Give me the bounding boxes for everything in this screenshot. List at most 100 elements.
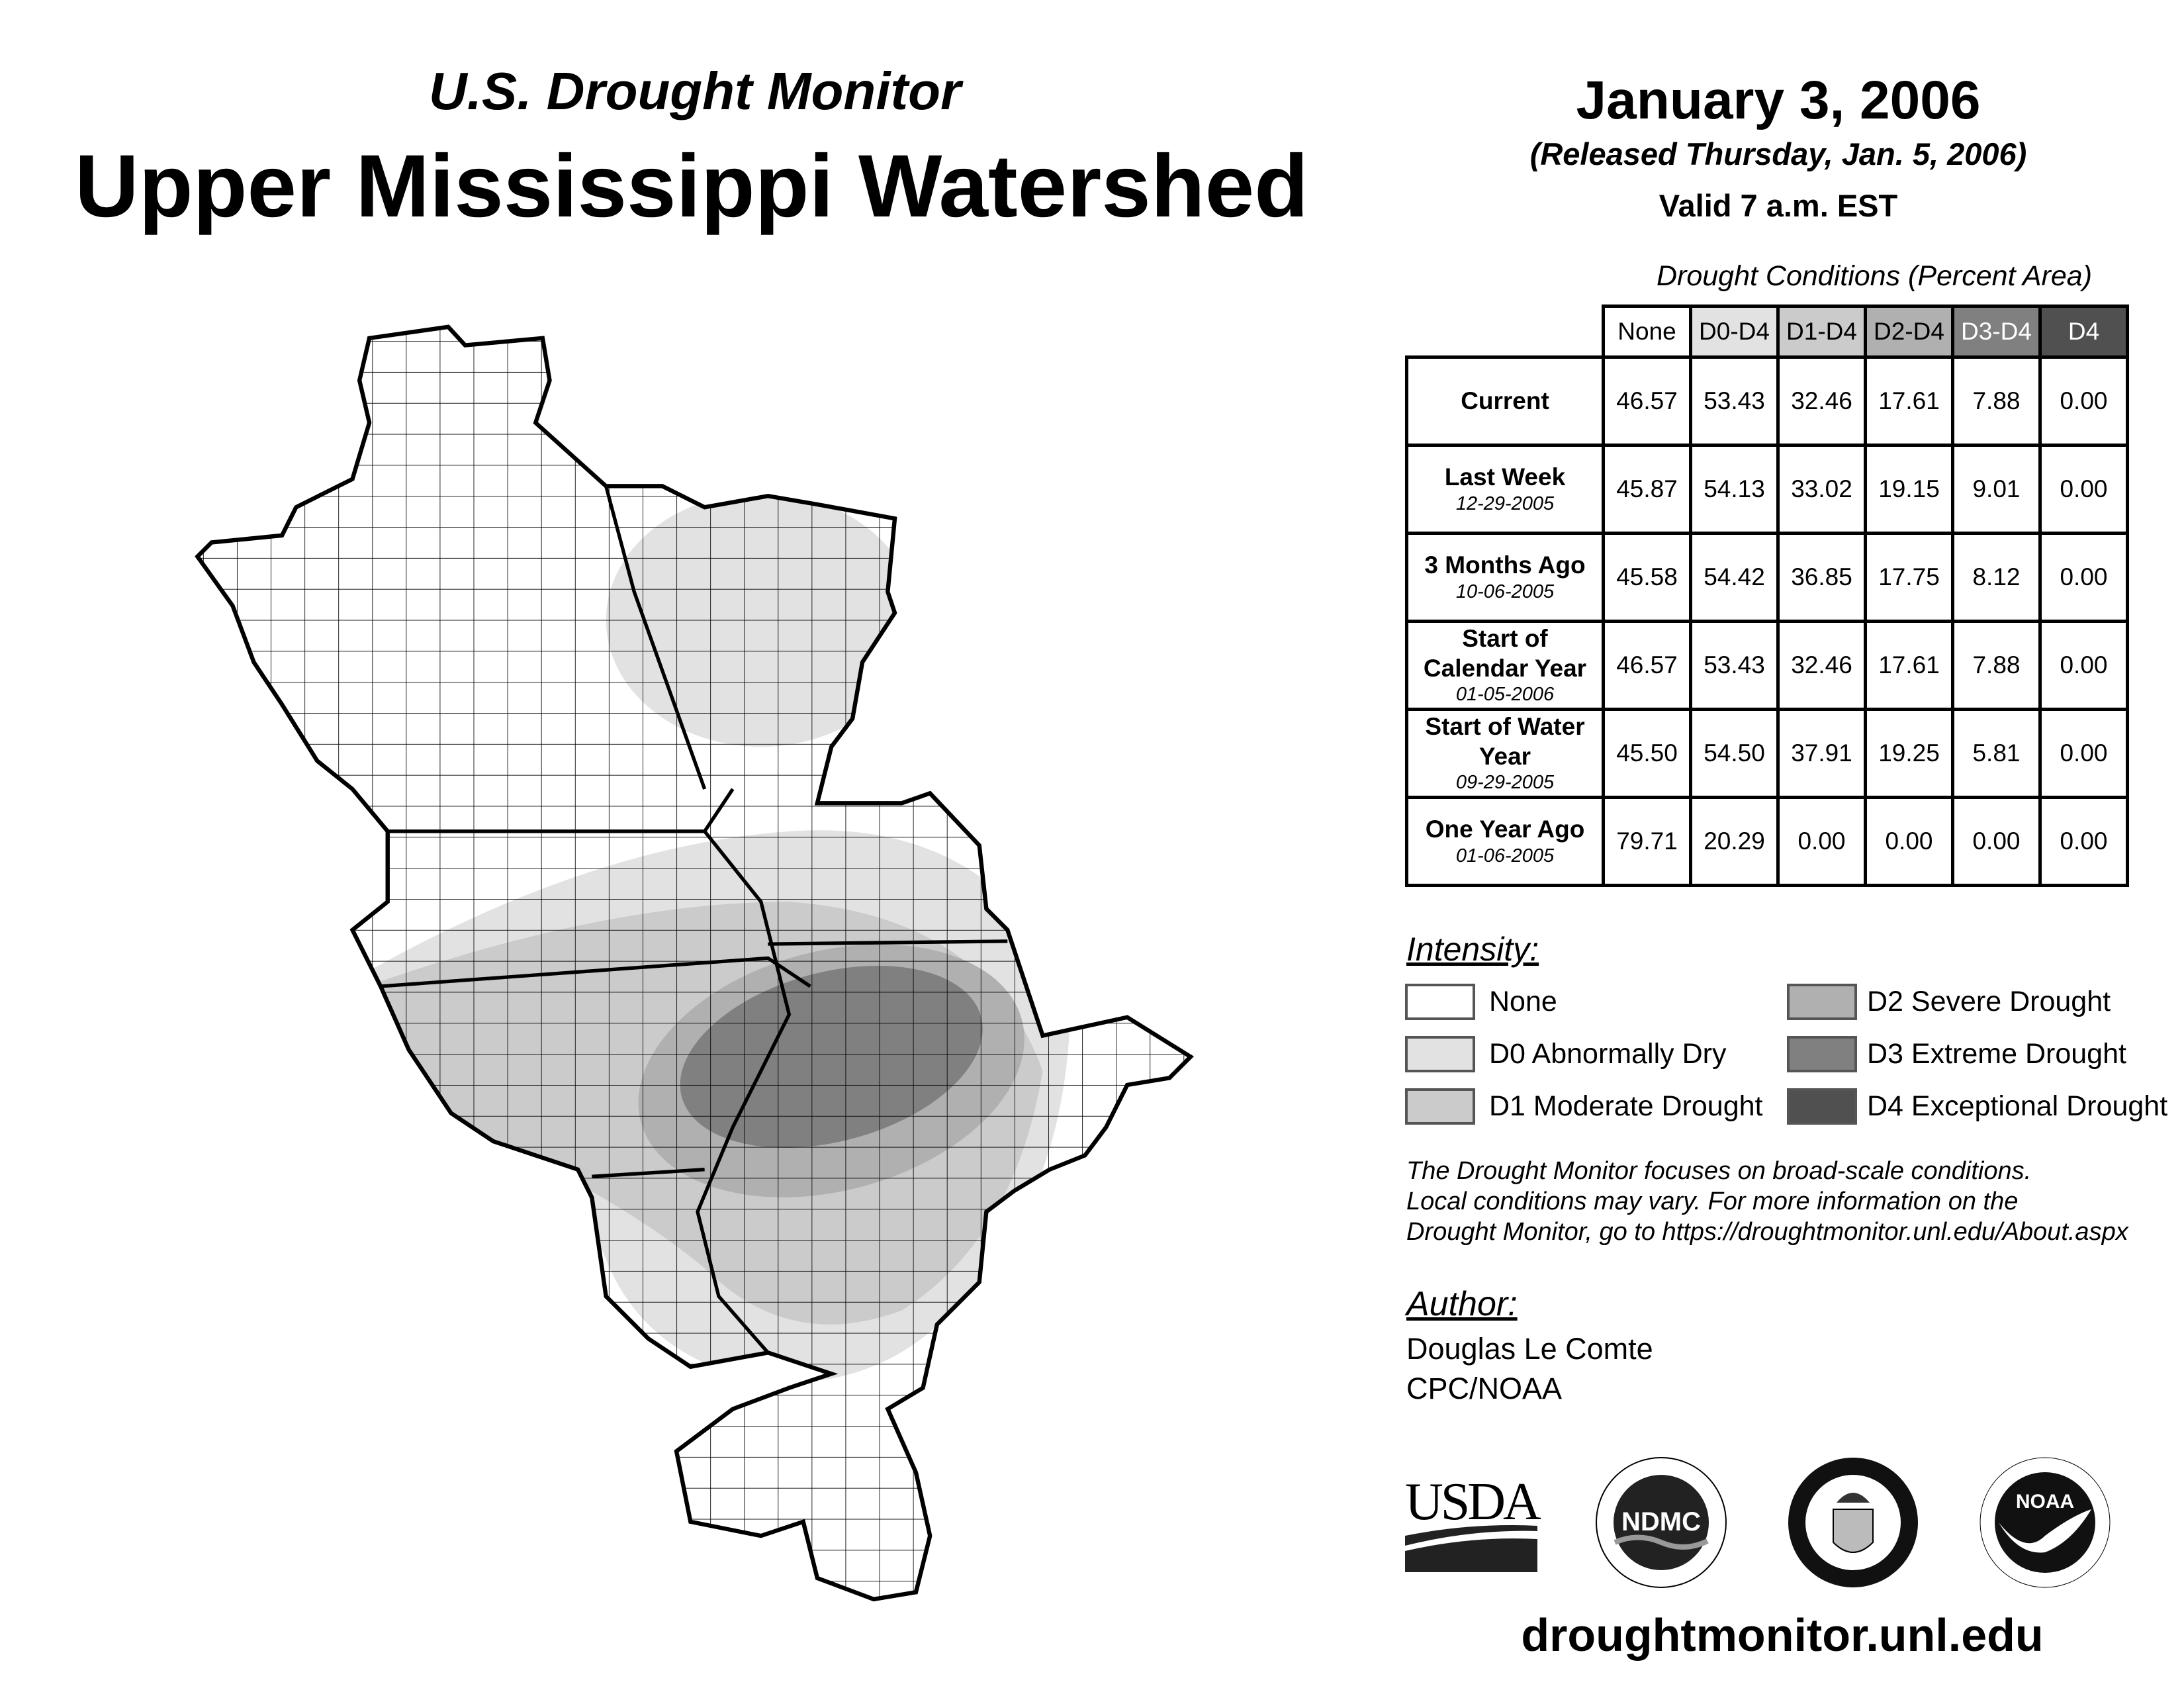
table-cell: 0.00 bbox=[1951, 796, 2042, 887]
table-row: Last Week 12-29-2005 45.87 54.13 33.02 19.15 9… bbox=[1405, 444, 2129, 535]
commerce-logo bbox=[1788, 1458, 1918, 1587]
row-label-text: Last Week bbox=[1444, 463, 1566, 491]
table-cell: 33.02 bbox=[1776, 444, 1867, 535]
table-cell: 36.85 bbox=[1776, 532, 1867, 623]
table-row: Start of Calendar Year 01-05-2006 46.57 53.… bbox=[1405, 620, 2129, 711]
table-cell: 37.91 bbox=[1776, 708, 1867, 799]
website-link[interactable]: droughtmonitor.unl.edu bbox=[1521, 1609, 2044, 1661]
table-cell: 45.87 bbox=[1602, 444, 1692, 535]
table-cell: 46.57 bbox=[1602, 355, 1692, 447]
table-cell: 79.71 bbox=[1602, 796, 1692, 887]
row-label: One Year Ago 01-06-2005 bbox=[1405, 796, 1605, 887]
svg-text:NDMC: NDMC bbox=[1621, 1507, 1701, 1536]
table-cell: 17.61 bbox=[1864, 620, 1954, 711]
table-cell: 20.29 bbox=[1689, 796, 1780, 887]
author-heading: Author: bbox=[1406, 1285, 1518, 1323]
table-header-row: None D0-D4 D1-D4 D2-D4 D3-D4 D4 bbox=[1406, 305, 2129, 359]
table-cell: 0.00 bbox=[2038, 620, 2129, 711]
state-borders bbox=[380, 485, 1008, 1354]
table-row: Current 46.57 53.43 32.46 17.61 7.88 0.00 bbox=[1405, 355, 2129, 447]
table-cell: 54.13 bbox=[1689, 444, 1780, 535]
row-label: Last Week 12-29-2005 bbox=[1405, 444, 1605, 535]
disclaimer-line: Drought Monitor, go to https://droughtmo… bbox=[1406, 1218, 2128, 1246]
table-row: 3 Months Ago 10-06-2005 45.58 54.42 36.85 17.… bbox=[1405, 532, 2129, 623]
legend-label: D2 Severe Drought bbox=[1867, 986, 2111, 1017]
legend-swatch bbox=[1787, 1088, 1857, 1125]
table-cell: 54.50 bbox=[1689, 708, 1780, 799]
table-cell: 45.58 bbox=[1602, 532, 1692, 623]
row-label: 3 Months Ago 10-06-2005 bbox=[1405, 532, 1605, 623]
row-label-text: 3 Months Ago bbox=[1424, 551, 1586, 579]
legend-label: D1 Moderate Drought bbox=[1489, 1090, 1763, 1122]
row-label-text: One Year Ago bbox=[1425, 816, 1585, 843]
row-label-text: Start of Water Year bbox=[1425, 713, 1585, 770]
svg-text:USDA: USDA bbox=[1405, 1473, 1541, 1531]
release-date: (Released Thursday, Jan. 5, 2006) bbox=[1529, 136, 2027, 171]
legend-swatch bbox=[1405, 984, 1475, 1020]
legend-label: D3 Extreme Drought bbox=[1867, 1038, 2126, 1070]
legend-label: D4 Exceptional Drought bbox=[1867, 1090, 2168, 1122]
table-cell: 17.61 bbox=[1864, 355, 1954, 447]
legend-label: None bbox=[1489, 986, 1557, 1017]
table-cell: 45.50 bbox=[1602, 708, 1692, 799]
author-org: CPC/NOAA bbox=[1406, 1372, 1563, 1405]
table-cell: 0.00 bbox=[2038, 444, 2129, 535]
legend-title: Intensity: bbox=[1406, 931, 1539, 968]
legend-swatch bbox=[1405, 1036, 1475, 1072]
row-date: 01-05-2006 bbox=[1455, 683, 1555, 705]
row-label-text: Current bbox=[1461, 387, 1549, 414]
header-blank bbox=[1406, 306, 1604, 359]
legend-label: D0 Abnormally Dry bbox=[1489, 1038, 1727, 1070]
svg-text:NOAA: NOAA bbox=[2016, 1491, 2074, 1513]
disclaimer-line: Local conditions may vary. For more info… bbox=[1406, 1188, 2019, 1215]
author-name: Douglas Le Comte bbox=[1406, 1332, 1653, 1366]
col-d0-d4: D0-D4 bbox=[1689, 305, 1780, 359]
table-cell: 0.00 bbox=[2038, 708, 2129, 799]
table-cell: 32.46 bbox=[1776, 355, 1867, 447]
page-title: Upper Mississippi Watershed bbox=[74, 137, 1309, 236]
legend-swatch bbox=[1787, 1036, 1857, 1072]
valid-time: Valid 7 a.m. EST bbox=[1659, 188, 1898, 223]
table-cell: 17.75 bbox=[1864, 532, 1954, 623]
table-cell: 5.81 bbox=[1951, 708, 2042, 799]
table-cell: 8.12 bbox=[1951, 532, 2042, 623]
map-date: January 3, 2006 bbox=[1576, 70, 1981, 130]
col-d1-d4: D1-D4 bbox=[1776, 305, 1867, 359]
row-label: Start of Calendar Year 01-05-2006 bbox=[1405, 620, 1605, 711]
subtitle: U.S. Drought Monitor bbox=[428, 62, 962, 120]
row-date: 09-29-2005 bbox=[1455, 771, 1555, 793]
col-d3-d4: D3-D4 bbox=[1951, 305, 2042, 359]
table-cell: 53.43 bbox=[1689, 620, 1780, 711]
table-cell: 0.00 bbox=[2038, 355, 2129, 447]
table-cell: 7.88 bbox=[1951, 620, 2042, 711]
table-cell: 53.43 bbox=[1689, 355, 1780, 447]
table-cell: 0.00 bbox=[1864, 796, 1954, 887]
table-caption: Drought Conditions (Percent Area) bbox=[1656, 260, 2093, 292]
table-cell: 9.01 bbox=[1951, 444, 2042, 535]
row-label: Start of Water Year 09-29-2005 bbox=[1405, 708, 1605, 799]
disclaimer-line: The Drought Monitor focuses on broad-sca… bbox=[1406, 1157, 2032, 1185]
table-row: Start of Water Year 09-29-2005 45.50 54.50 3… bbox=[1405, 708, 2129, 799]
legend-swatch bbox=[1787, 984, 1857, 1020]
table-cell: 54.42 bbox=[1689, 532, 1780, 623]
table-cell: 0.00 bbox=[2038, 796, 2129, 887]
row-label-text: Start of Calendar Year bbox=[1423, 625, 1587, 682]
usda-logo: USDA bbox=[1405, 1473, 1544, 1572]
table-cell: 7.88 bbox=[1951, 355, 2042, 447]
row-date: 12-29-2005 bbox=[1455, 492, 1555, 514]
drought-conditions-table: None D0-D4 D1-D4 D2-D4 D3-D4 D4 Current 4… bbox=[1405, 305, 2129, 887]
table-cell: 0.00 bbox=[2038, 532, 2129, 623]
table-row: One Year Ago 01-06-2005 79.71 20.29 0.00 0.00… bbox=[1405, 796, 2129, 887]
ndmc-logo: NDMC bbox=[1596, 1457, 1727, 1588]
noaa-logo: NOAA bbox=[1979, 1457, 2111, 1588]
row-label: Current bbox=[1405, 355, 1605, 447]
col-d4: D4 bbox=[2038, 305, 2129, 359]
row-date: 01-06-2005 bbox=[1455, 845, 1555, 867]
legend-swatch bbox=[1405, 1088, 1475, 1125]
table-cell: 19.15 bbox=[1864, 444, 1954, 535]
table-cell: 19.25 bbox=[1864, 708, 1954, 799]
row-date: 10-06-2005 bbox=[1455, 581, 1555, 602]
table-cell: 0.00 bbox=[1776, 796, 1867, 887]
col-d2-d4: D2-D4 bbox=[1864, 305, 1954, 359]
